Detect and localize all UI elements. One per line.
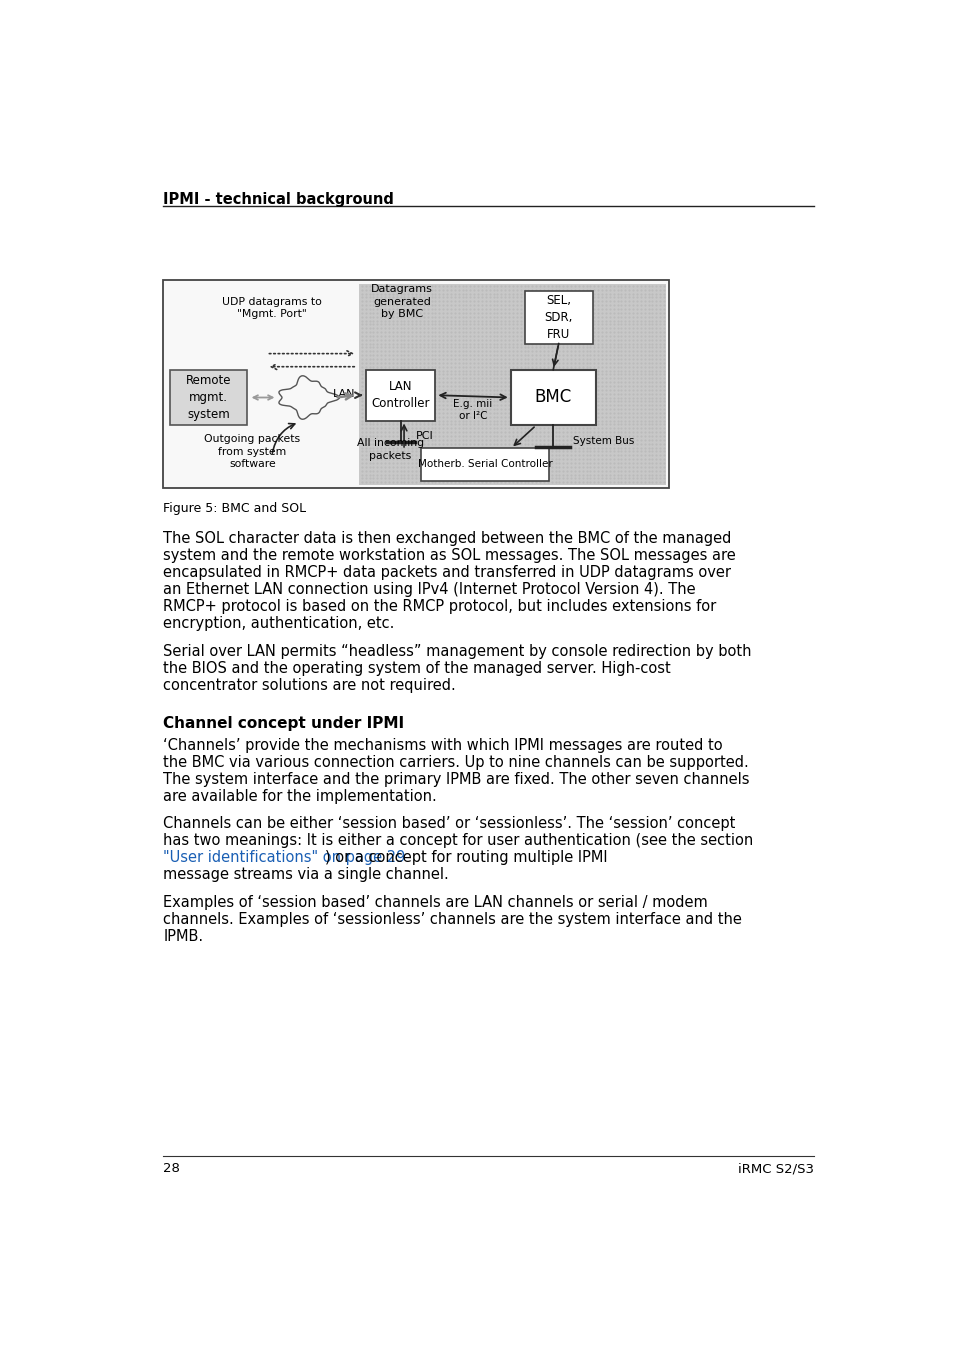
Text: ‘Channels’ provide the mechanisms with which IPMI messages are routed to: ‘Channels’ provide the mechanisms with w… [163,738,722,753]
Text: E.g. mii
or I²C: E.g. mii or I²C [453,399,492,421]
Text: Motherb. Serial Controller: Motherb. Serial Controller [417,460,552,469]
Text: Figure 5: BMC and SOL: Figure 5: BMC and SOL [163,502,306,515]
Text: All incoming
packets: All incoming packets [356,438,423,461]
FancyBboxPatch shape [510,370,596,425]
Text: iRMC S2/S3: iRMC S2/S3 [738,1161,814,1175]
Text: LAN
Controller: LAN Controller [371,380,430,410]
Text: IPMB.: IPMB. [163,929,203,944]
Text: System Bus: System Bus [572,436,634,445]
Text: IPMI - technical background: IPMI - technical background [163,192,394,206]
Text: Outgoing packets
from system
software: Outgoing packets from system software [204,434,300,469]
Text: Channels can be either ‘session based’ or ‘sessionless’. The ‘session’ concept: Channels can be either ‘session based’ o… [163,816,735,831]
Text: system and the remote workstation as SOL messages. The SOL messages are: system and the remote workstation as SOL… [163,549,736,564]
FancyBboxPatch shape [421,448,549,480]
Text: RMCP+ protocol is based on the RMCP protocol, but includes extensions for: RMCP+ protocol is based on the RMCP prot… [163,599,716,614]
Text: SEL,
SDR,
FRU: SEL, SDR, FRU [544,294,572,341]
Text: Channel concept under IPMI: Channel concept under IPMI [163,716,404,731]
Text: PCI: PCI [416,430,434,441]
Text: the BIOS and the operating system of the managed server. High-cost: the BIOS and the operating system of the… [163,661,671,676]
Text: BMC: BMC [534,389,571,406]
Text: 28: 28 [163,1161,180,1175]
Text: encapsulated in RMCP+ data packets and transferred in UDP datagrams over: encapsulated in RMCP+ data packets and t… [163,565,731,580]
Text: Remote
mgmt.
system: Remote mgmt. system [186,374,231,421]
Text: encryption, authentication, etc.: encryption, authentication, etc. [163,616,395,631]
FancyBboxPatch shape [359,285,665,484]
Text: channels. Examples of ‘sessionless’ channels are the system interface and the: channels. Examples of ‘sessionless’ chan… [163,912,741,927]
Text: message streams via a single channel.: message streams via a single channel. [163,867,449,882]
Text: concentrator solutions are not required.: concentrator solutions are not required. [163,677,456,693]
FancyBboxPatch shape [170,370,247,425]
Text: the BMC via various connection carriers. Up to nine channels can be supported.: the BMC via various connection carriers.… [163,755,748,770]
Text: The SOL character data is then exchanged between the BMC of the managed: The SOL character data is then exchanged… [163,532,731,546]
Text: has two meanings: It is either a concept for user authentication (see the sectio: has two meanings: It is either a concept… [163,834,753,849]
Text: Examples of ‘session based’ channels are LAN channels or serial / modem: Examples of ‘session based’ channels are… [163,894,707,911]
Text: an Ethernet LAN connection using IPv4 (Internet Protocol Version 4). The: an Ethernet LAN connection using IPv4 (I… [163,583,696,598]
Text: LAN: LAN [333,390,355,399]
Text: Datagrams
generated
by BMC: Datagrams generated by BMC [371,285,433,318]
FancyBboxPatch shape [163,281,669,488]
FancyBboxPatch shape [365,370,435,421]
Text: "User identifications" on page 29: "User identifications" on page 29 [163,850,405,865]
Text: UDP datagrams to
"Mgmt. Port": UDP datagrams to "Mgmt. Port" [222,297,321,318]
FancyBboxPatch shape [524,291,592,344]
Text: The system interface and the primary IPMB are fixed. The other seven channels: The system interface and the primary IPM… [163,772,749,786]
Text: ) or a concept for routing multiple IPMI: ) or a concept for routing multiple IPMI [324,850,606,865]
Text: are available for the implementation.: are available for the implementation. [163,789,436,804]
Text: Serial over LAN permits “headless” management by console redirection by both: Serial over LAN permits “headless” manag… [163,643,751,658]
